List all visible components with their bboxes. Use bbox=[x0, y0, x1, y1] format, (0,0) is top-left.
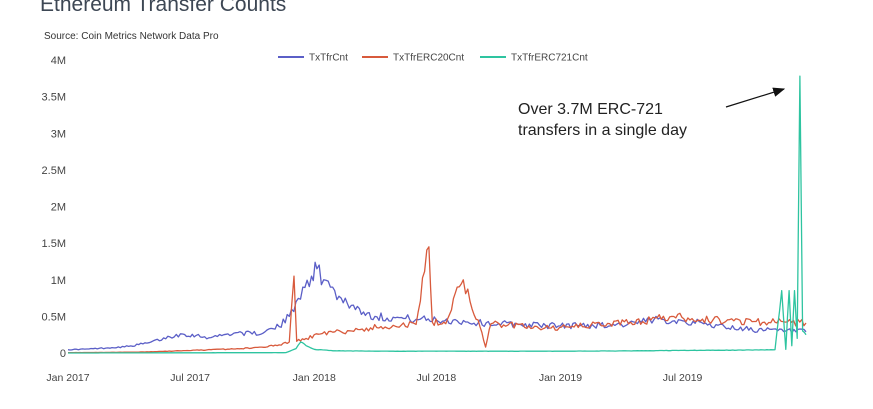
x-tick-label: Jul 2017 bbox=[170, 372, 210, 384]
x-tick-label: Jan 2018 bbox=[293, 372, 336, 384]
legend-label-TxTfrCnt: TxTfrCnt bbox=[309, 53, 348, 64]
x-tick-label: Jul 2019 bbox=[663, 372, 703, 384]
series-line-TxTfrERC721Cnt bbox=[68, 75, 807, 354]
y-tick-label: 0.5M bbox=[42, 311, 66, 323]
y-tick-label: 3.5M bbox=[42, 92, 66, 104]
y-tick-label: 4M bbox=[51, 55, 66, 67]
x-tick-label: Jan 2017 bbox=[46, 372, 89, 384]
annotation-text-line: Over 3.7M ERC-721 bbox=[518, 101, 663, 118]
y-tick-label: 3M bbox=[51, 128, 66, 140]
y-tick-label: 1M bbox=[51, 275, 66, 287]
x-tick-label: Jan 2019 bbox=[539, 372, 582, 384]
legend-label-TxTfrERC721Cnt: TxTfrERC721Cnt bbox=[511, 53, 588, 64]
legend: TxTfrCnt TxTfrERC20Cnt TxTfrERC721Cnt bbox=[278, 53, 588, 64]
series-group bbox=[67, 75, 807, 354]
annotation: Over 3.7M ERC-721 transfers in a single d… bbox=[518, 87, 786, 139]
y-tick-label: 2.5M bbox=[42, 165, 66, 177]
annotation-text-line: transfers in a single day bbox=[518, 122, 687, 139]
y-tick-label: 2M bbox=[51, 202, 66, 214]
series-line-TxTfrCnt bbox=[67, 261, 807, 351]
annotation-arrow bbox=[725, 87, 786, 108]
legend-label-TxTfrERC20Cnt: TxTfrERC20Cnt bbox=[393, 53, 464, 64]
series-line-TxTfrERC20Cnt bbox=[68, 246, 807, 354]
y-tick-label: 0 bbox=[60, 348, 66, 360]
chart-title: Ethereum Transfer Counts bbox=[40, 0, 287, 16]
chart-subtitle: Source: Coin Metrics Network Data Pro bbox=[44, 31, 219, 42]
x-tick-label: Jul 2018 bbox=[416, 372, 456, 384]
y-tick-label: 1.5M bbox=[42, 238, 66, 250]
y-axis: 0 0.5M 1M 1.5M 2M 2.5M 3M 3.5M 4M bbox=[42, 55, 66, 360]
x-axis: Jan 2017 Jul 2017 Jan 2018 Jul 2018 Jan 2019… bbox=[46, 372, 702, 384]
